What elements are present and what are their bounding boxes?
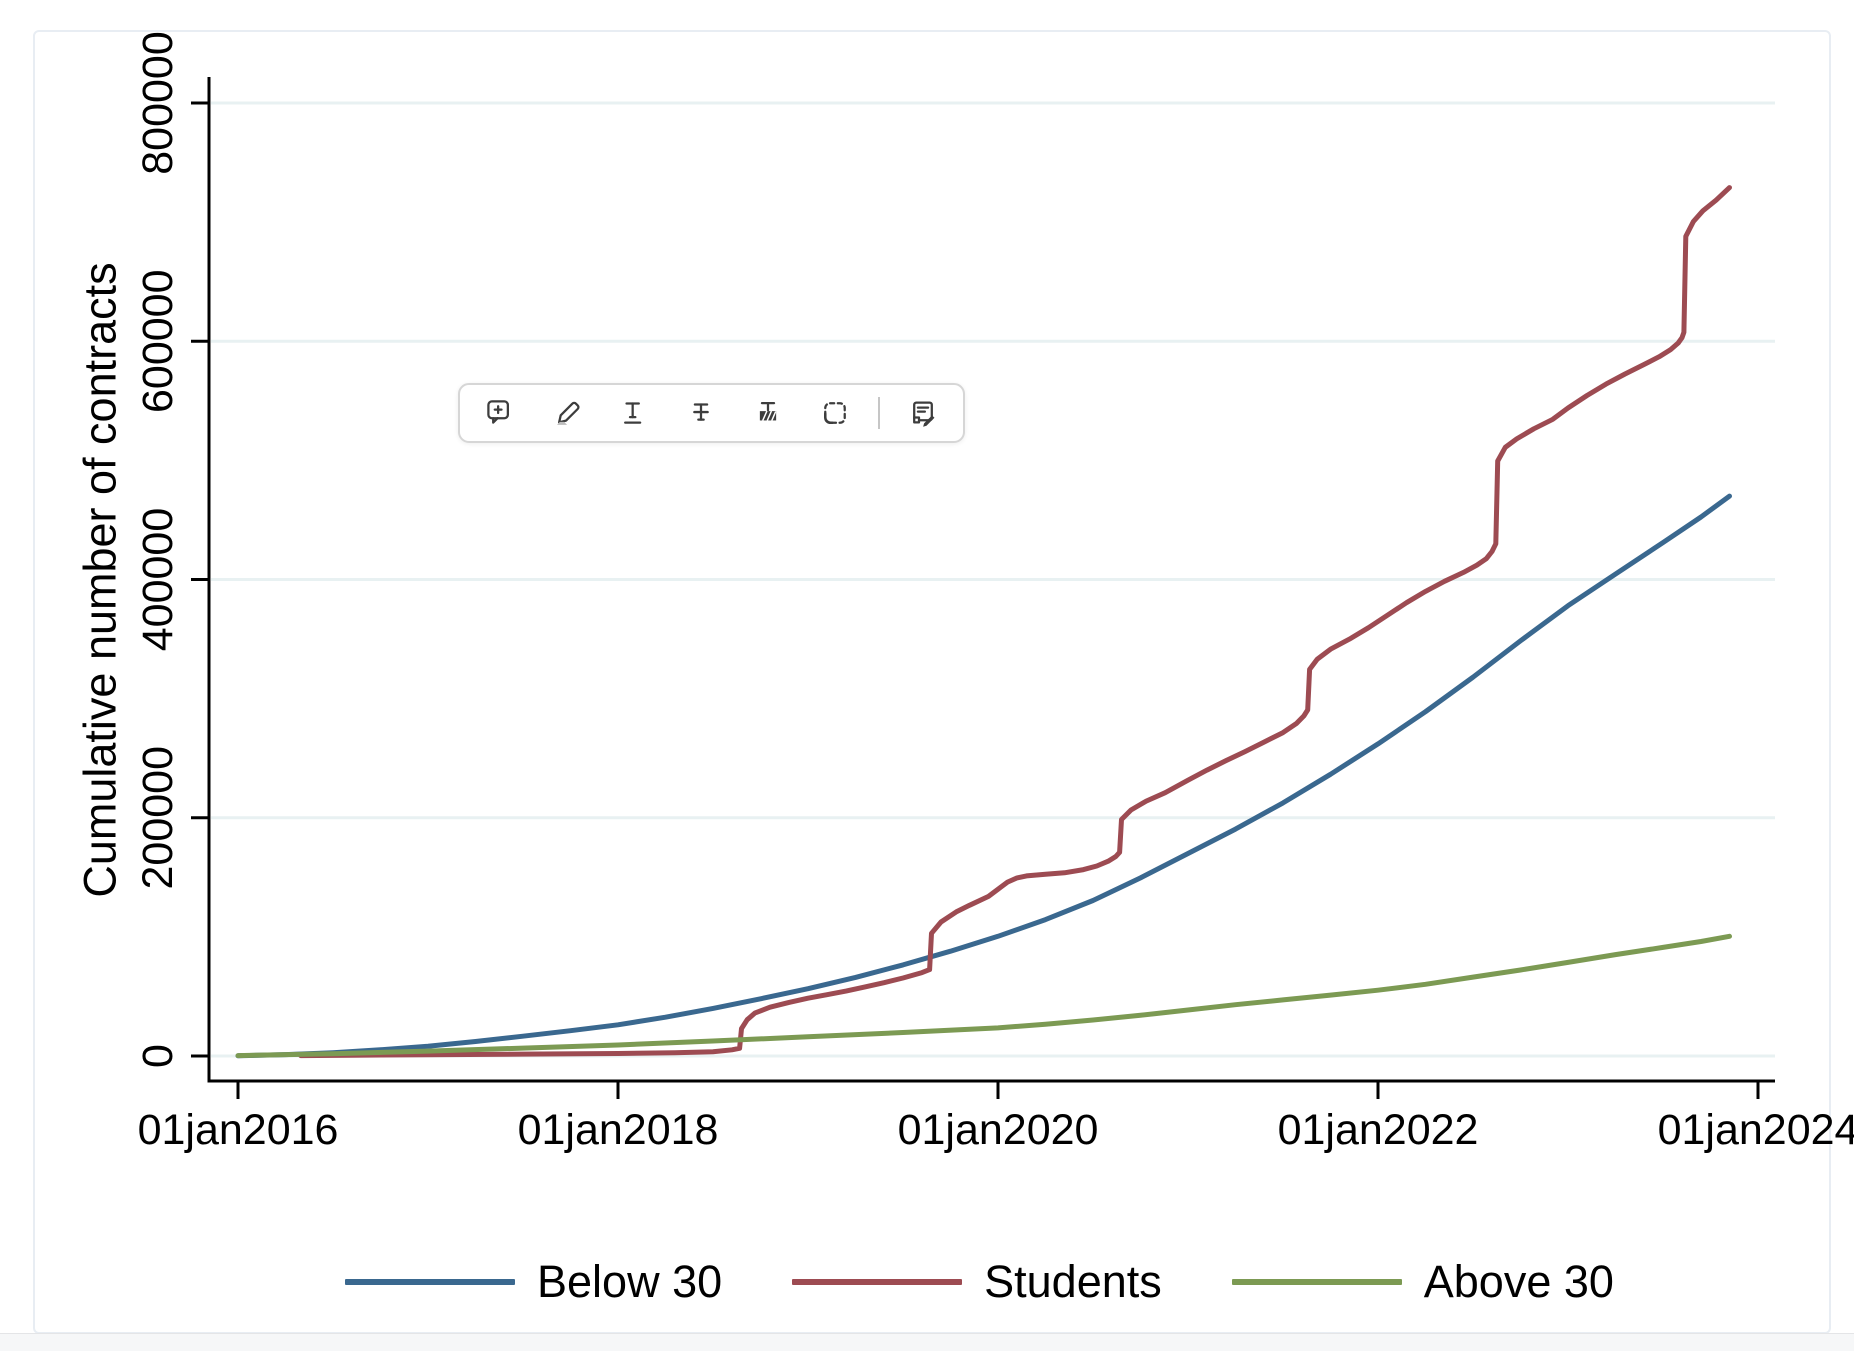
y-tick-label: 600000 [134,270,182,414]
legend-item-above-30: Above 30 [1231,1256,1614,1308]
x-tick-label: 01jan2024 [1658,1106,1854,1154]
legend-label: Above 30 [1423,1256,1614,1307]
x-tick-label: 01jan2022 [1278,1106,1479,1154]
y-tick-label: 200000 [134,746,182,890]
series-line-students [298,185,1732,1059]
highlighter-icon[interactable] [551,397,583,429]
legend-item-below-30: Below 30 [345,1256,722,1308]
toolbar-divider [878,397,880,429]
viewer-bottom-bar [0,1333,1854,1351]
edit-note-icon[interactable] [907,397,939,429]
series-lines [235,185,1732,1059]
legend-label: Students [984,1256,1162,1307]
series-line-above-30 [235,933,1732,1059]
strikethrough-text-icon[interactable] [685,397,717,429]
x-tick-label: 01jan2016 [138,1106,339,1154]
axes: 0 200000 400000 600000 800000 01jan2016 01jan2… [134,31,1854,1154]
x-tick-label: 01jan2020 [898,1106,1099,1154]
y-tick-label: 800000 [134,31,182,175]
document-page [33,30,1831,1334]
legend-swatch [1231,1279,1402,1285]
y-tick-label: 400000 [134,508,182,652]
legend-swatch [792,1279,963,1285]
underline-text-icon[interactable] [618,397,650,429]
redact-text-icon[interactable] [752,397,784,429]
legend-label: Below 30 [537,1256,723,1307]
chart-legend: Below 30 Students Above 30 [345,1256,1614,1308]
legend-swatch [345,1279,515,1285]
selection-icon[interactable] [819,397,851,429]
add-comment-icon[interactable] [484,397,516,429]
gridlines [211,101,1775,1058]
annotation-toolbar [458,383,965,443]
y-tick-label: 0 [134,1044,182,1068]
x-tick-label: 01jan2018 [518,1106,719,1154]
series-line-below-30 [235,493,1732,1059]
y-axis-title: Cumulative number of contracts [75,262,126,897]
legend-item-students: Students [792,1256,1162,1308]
